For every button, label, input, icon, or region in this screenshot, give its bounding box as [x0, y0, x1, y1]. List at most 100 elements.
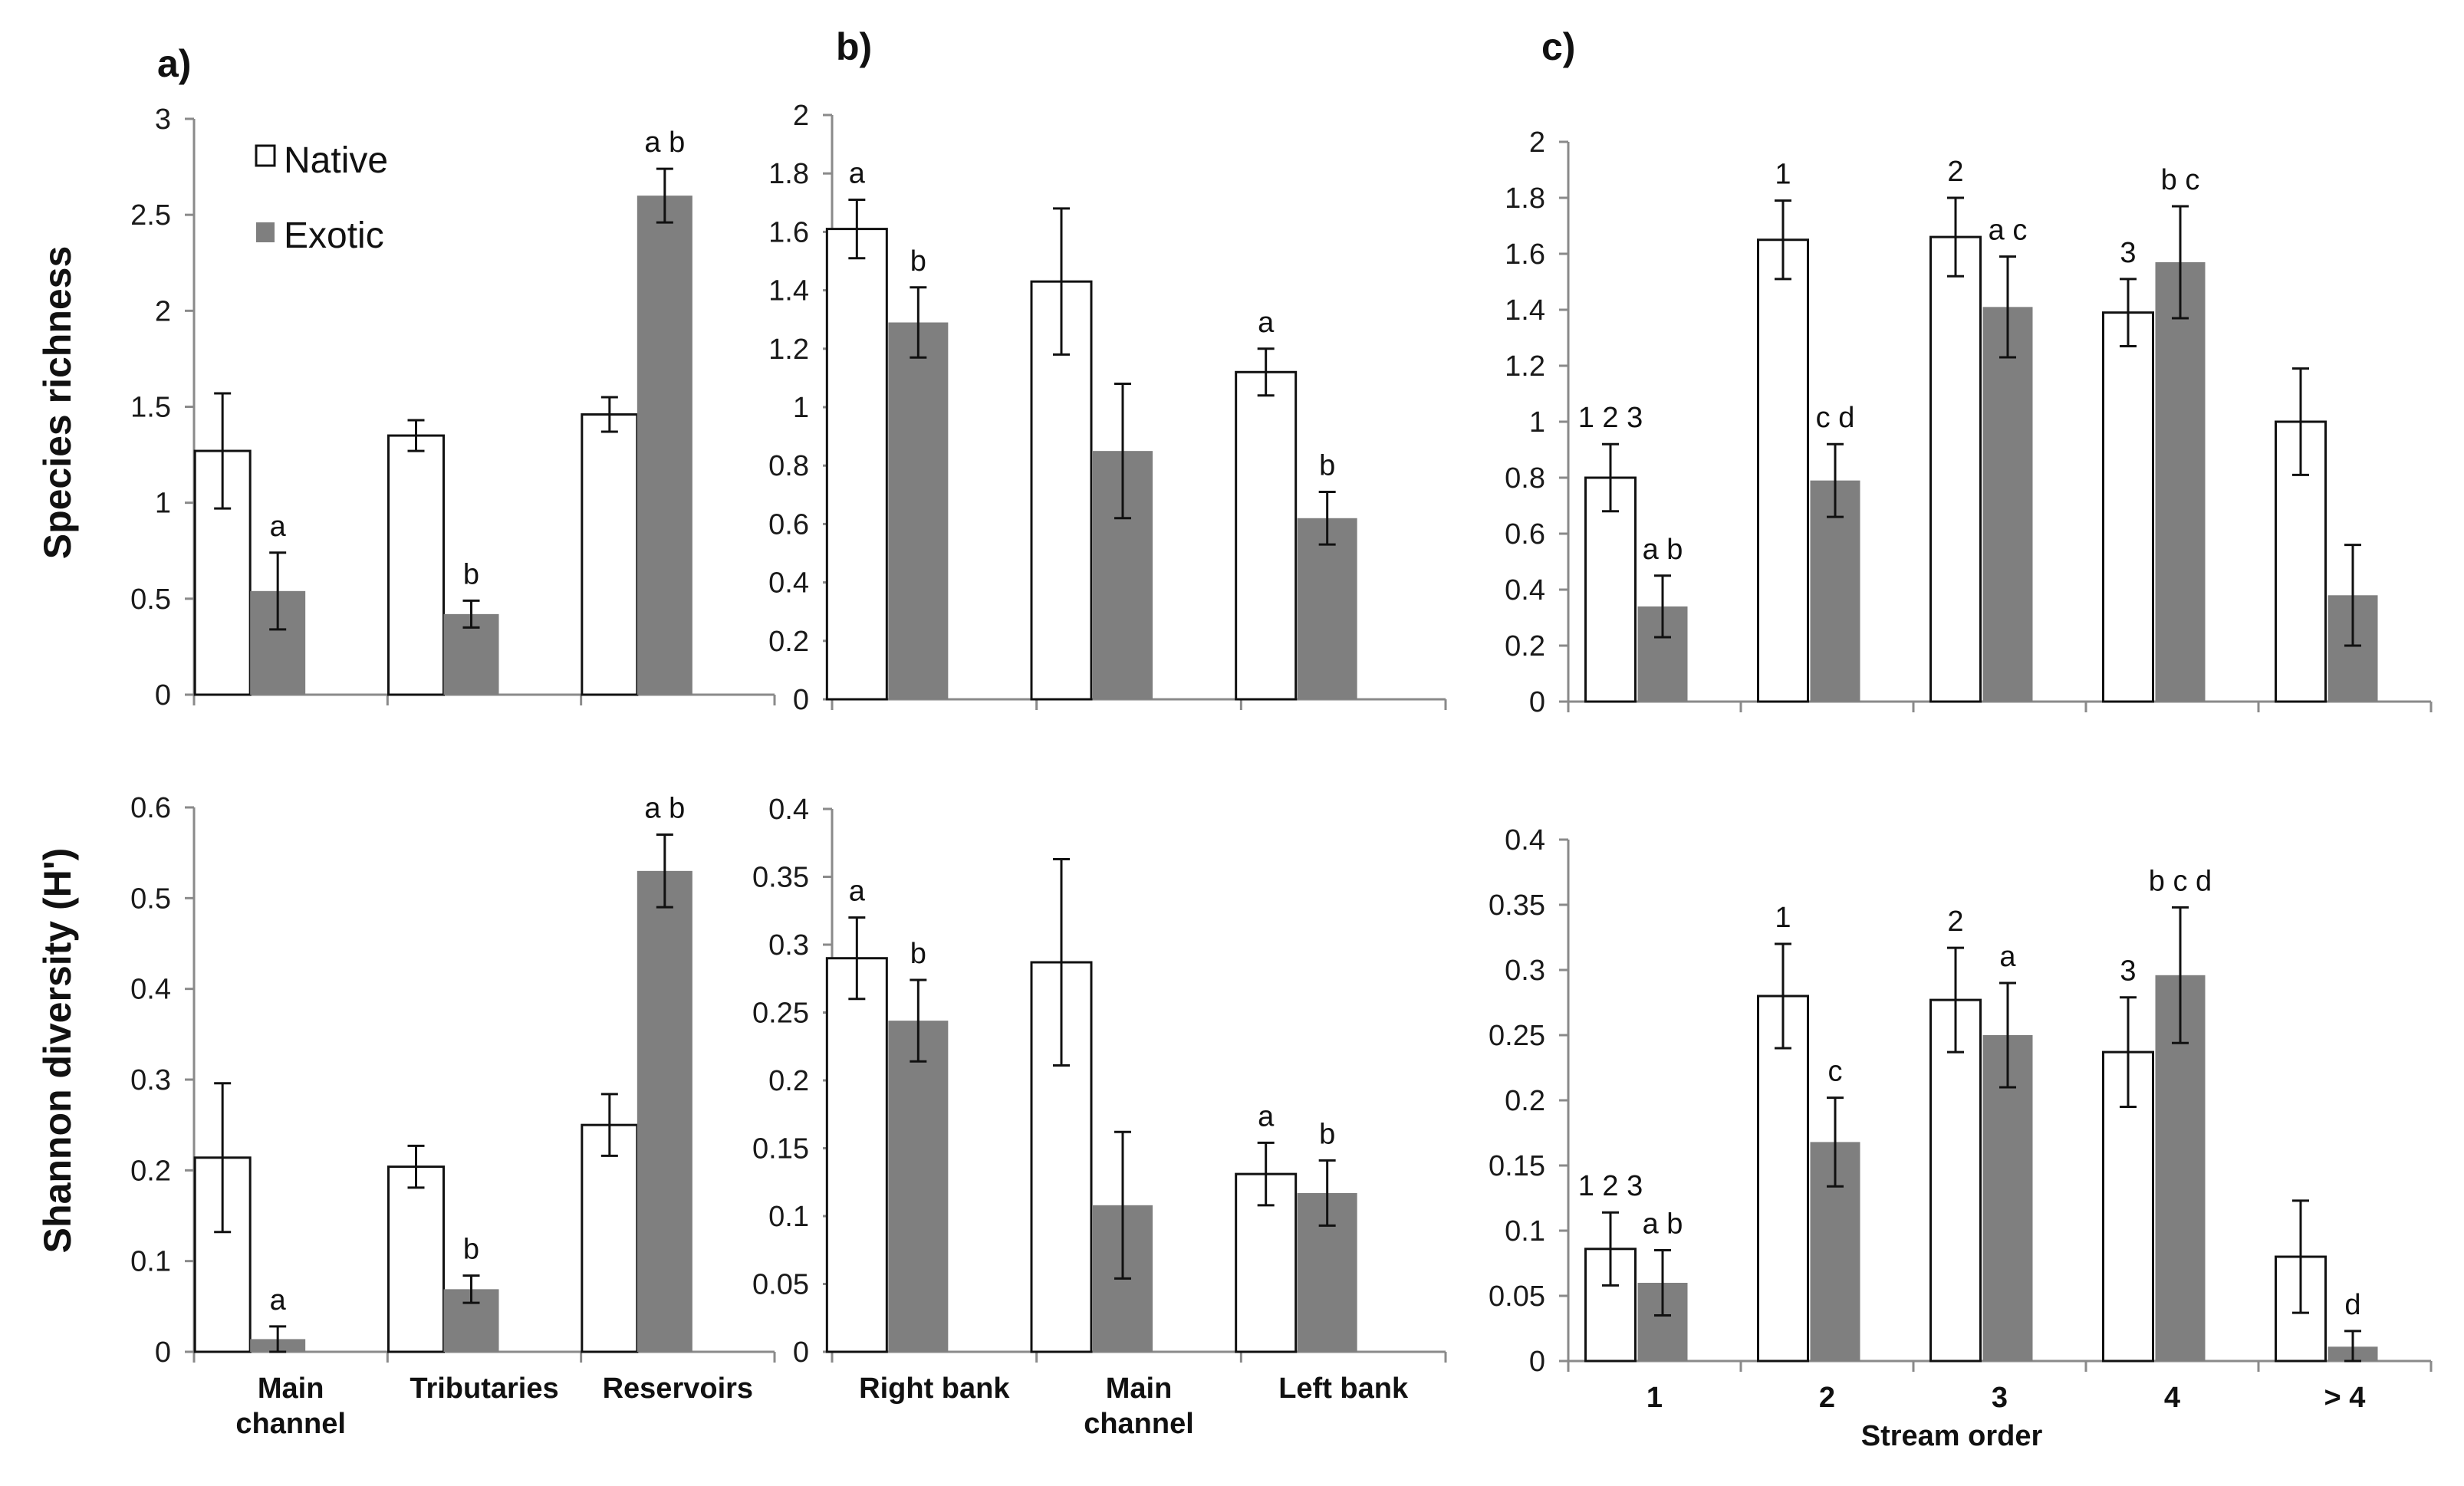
y-axis-label-richness: Species richness	[36, 246, 79, 560]
bar-native	[193, 449, 252, 696]
significance-label-native: 2	[1947, 156, 1963, 188]
y-tick-label: 0.4	[130, 974, 171, 1006]
chart-b-richness: 0 0.2 0.4 0.6 0.8 1 1.2 1.4 1.6 1.8 2 a b a b	[768, 100, 1447, 716]
bar-native	[2102, 311, 2154, 703]
legend-native-label: Native	[284, 140, 388, 181]
category-label: 1	[1647, 1382, 1663, 1414]
y-tick-label: 1.2	[1505, 350, 1545, 383]
y-tick-label: 0.05	[1489, 1281, 1545, 1313]
significance-label-native: a	[849, 157, 866, 189]
y-tick-label: 1.8	[768, 158, 809, 190]
y-tick-label: 1.4	[768, 275, 809, 307]
bar-native	[1757, 238, 1809, 703]
bar-exotic	[1982, 307, 2033, 702]
y-tick-label: 1.6	[1505, 238, 1545, 271]
significance-label-native: a	[1258, 1100, 1275, 1133]
y-tick-label: 1	[155, 488, 171, 520]
bar-exotic	[1297, 518, 1357, 699]
significance-label-exotic: a	[1999, 941, 2016, 973]
y-tick-label: 0.2	[768, 1065, 809, 1097]
significance-label-exotic: b	[463, 1234, 479, 1266]
significance-label-exotic: a c	[1989, 215, 2028, 247]
y-tick-label: 0.25	[1489, 1020, 1545, 1052]
significance-label-native: 1 2 3	[1578, 1170, 1643, 1202]
significance-label-native: 1	[1775, 902, 1791, 934]
y-tick-label: 0.6	[1505, 518, 1545, 551]
y-tick-label: 0.2	[1505, 630, 1545, 662]
significance-label-native: 1	[1775, 159, 1791, 191]
category-label: Main	[1106, 1373, 1173, 1405]
bar-native	[1757, 995, 1809, 1363]
y-tick-label: 0.05	[752, 1269, 809, 1301]
bar-exotic	[2155, 261, 2206, 702]
bar-native	[1929, 235, 1982, 703]
y-tick-label: 0.4	[1505, 574, 1545, 607]
y-tick-label: 0.3	[130, 1064, 171, 1096]
significance-label-exotic: a	[270, 511, 287, 543]
significance-label-exotic: b	[1319, 449, 1335, 482]
significance-label-exotic: d	[2344, 1289, 2360, 1321]
chart-c-richness: 0 0.2 0.4 0.6 0.8 1 1.2 1.4 1.6 1.8 2 1 2 3 a b 1 c d 2…	[1505, 127, 2433, 718]
y-tick-label: 2	[793, 100, 809, 132]
y-tick-label: 2	[1529, 127, 1545, 159]
category-label: > 4	[2324, 1382, 2366, 1414]
y-tick-label: 0.2	[130, 1155, 171, 1187]
significance-label-native: 2	[1947, 906, 1963, 938]
bar-native	[581, 1123, 639, 1353]
y-tick-label: 1	[793, 392, 809, 424]
significance-label-exotic: a	[270, 1284, 287, 1317]
significance-label-exotic: c d	[1816, 402, 1855, 434]
y-tick-label: 0.5	[130, 584, 171, 616]
y-tick-label: 0.2	[768, 626, 809, 658]
y-tick-label: 0.4	[768, 567, 809, 600]
y-tick-label: 1.6	[768, 216, 809, 248]
chart-c-shannon: 0 0.05 0.1 0.15 0.2 0.25 0.3 0.35 0.4 1 2 3a b 1 1 c…	[1489, 824, 2433, 1414]
significance-label-native: 3	[2120, 955, 2136, 988]
category-label: channel	[1084, 1408, 1194, 1440]
panel-label-c: c)	[1541, 25, 1575, 68]
y-tick-label: 0.25	[752, 998, 809, 1030]
category-label: Reservoirs	[603, 1373, 753, 1405]
significance-label-native: a	[849, 876, 866, 908]
significance-label-exotic: c	[1828, 1056, 1843, 1088]
y-tick-label: 0.5	[130, 883, 171, 915]
y-tick-label: 1.4	[1505, 294, 1545, 327]
bar-native	[825, 228, 888, 701]
y-tick-label: 0.4	[768, 794, 809, 826]
significance-label-exotic: a b	[1643, 534, 1683, 566]
y-tick-label: 0.6	[130, 792, 171, 824]
legend-exotic-swatch	[256, 222, 275, 242]
y-tick-label: 0.35	[1489, 889, 1545, 922]
y-tick-label: 0.8	[768, 450, 809, 482]
y-tick-label: 0	[793, 684, 809, 716]
y-tick-label: 0	[1529, 686, 1545, 718]
bar-exotic	[1982, 1035, 2033, 1361]
chart-a-richness: 0 0.5 1 1.5 2 2.5 3 a b a b	[130, 104, 776, 712]
y-tick-label: 0	[793, 1336, 809, 1369]
bar-native	[581, 413, 639, 696]
significance-label-exotic: a b	[1643, 1208, 1683, 1241]
y-tick-label: 0.3	[1505, 955, 1545, 987]
y-tick-label: 0.15	[1489, 1150, 1545, 1182]
significance-label-exotic: b	[910, 938, 926, 970]
panel-label-a: a)	[157, 42, 191, 85]
category-label: 4	[2164, 1382, 2180, 1414]
y-tick-label: 0.1	[768, 1201, 809, 1233]
category-label: Tributaries	[410, 1373, 558, 1405]
y-tick-label: 0	[155, 1336, 171, 1369]
significance-label-exotic: a b	[644, 793, 685, 825]
y-tick-label: 1.5	[130, 392, 171, 424]
bar-native	[387, 434, 445, 696]
significance-label-exotic: b c d	[2149, 865, 2212, 897]
y-tick-label: 0.3	[768, 929, 809, 962]
y-tick-label: 2	[155, 295, 171, 327]
y-tick-label: 0.8	[1505, 462, 1545, 495]
y-tick-label: 0.6	[768, 508, 809, 541]
y-tick-label: 1.2	[768, 334, 809, 366]
legend-exotic-label: Exotic	[284, 215, 384, 256]
y-tick-label: 0.1	[130, 1246, 171, 1278]
category-label: channel	[235, 1408, 346, 1440]
bar-exotic	[637, 196, 692, 695]
legend-native-swatch	[255, 144, 276, 167]
